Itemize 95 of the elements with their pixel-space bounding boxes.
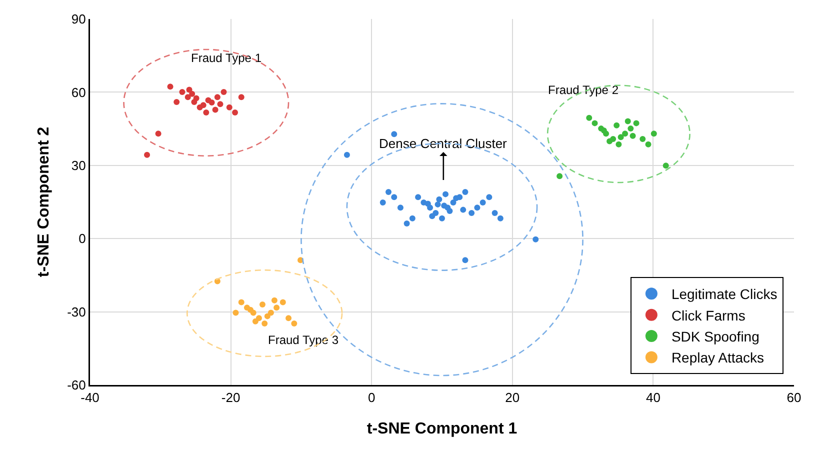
point (203, 109, 210, 116)
point (618, 134, 624, 140)
point (429, 213, 436, 220)
point (614, 122, 620, 128)
point (645, 141, 652, 148)
point (439, 215, 445, 222)
point (633, 120, 640, 126)
point (446, 208, 453, 214)
point (238, 299, 244, 306)
point (208, 99, 215, 106)
point (179, 88, 186, 95)
x-tick-label: 40 (646, 390, 660, 406)
legend-label: Click Farms (671, 307, 746, 324)
y-tick-label: -60 (67, 378, 86, 393)
point (606, 138, 613, 144)
annotation: Fraud Type 2 (548, 83, 619, 97)
point (586, 114, 592, 121)
point (480, 199, 486, 206)
annotation: Fraud Type 1 (191, 51, 262, 65)
point (616, 141, 622, 148)
x-tick-label: 20 (505, 390, 520, 406)
point (250, 310, 256, 316)
point (268, 310, 274, 316)
point (380, 199, 386, 206)
point (436, 196, 442, 202)
point (262, 320, 268, 327)
point (238, 94, 244, 100)
point (252, 318, 258, 324)
point (196, 104, 203, 110)
point (397, 204, 404, 211)
point (662, 162, 669, 169)
point (460, 206, 466, 213)
point (532, 236, 539, 242)
point (217, 101, 224, 108)
point (189, 90, 196, 97)
point (391, 131, 398, 138)
point (404, 220, 410, 226)
point (628, 126, 634, 132)
point (462, 257, 468, 264)
point (556, 173, 563, 180)
point (167, 84, 174, 90)
point (174, 98, 180, 105)
point (456, 194, 463, 200)
point (232, 310, 239, 316)
point (291, 320, 298, 327)
point (492, 210, 498, 216)
point (624, 118, 631, 124)
y-tick-label: 90 (71, 12, 86, 27)
point (344, 152, 350, 158)
point (386, 189, 392, 195)
point (622, 130, 628, 137)
y-tick-label: 0 (78, 231, 86, 246)
point (427, 204, 434, 211)
y-tick-label: 60 (71, 84, 86, 100)
legend-label: SDK Spoofing (671, 328, 760, 344)
point (214, 94, 220, 100)
point (462, 189, 468, 195)
point (497, 215, 504, 222)
point (409, 215, 416, 222)
point (212, 106, 218, 113)
y-tick-label: 30 (71, 158, 86, 173)
y-tick-label: -30 (67, 304, 86, 320)
point (191, 98, 198, 105)
point (155, 130, 162, 137)
point (442, 191, 449, 198)
point (274, 304, 280, 311)
point (144, 152, 150, 158)
point (650, 130, 657, 137)
point (434, 201, 441, 208)
point (259, 301, 266, 308)
point (226, 104, 232, 110)
point (468, 210, 475, 216)
point (232, 109, 238, 116)
legend-label: Legitimate Clicks (671, 286, 778, 302)
point (280, 299, 286, 306)
point (220, 88, 227, 95)
point (286, 315, 292, 322)
x-tick-label: 0 (368, 390, 376, 406)
point (415, 194, 422, 200)
x-tick-label: -20 (221, 390, 240, 406)
point (184, 94, 191, 100)
point (450, 199, 456, 206)
point (486, 194, 492, 200)
x-tick-label: -40 (80, 390, 100, 406)
point (391, 194, 398, 200)
x-tick-label: 60 (786, 390, 802, 406)
point (640, 136, 646, 142)
point (271, 297, 278, 304)
point (592, 120, 598, 126)
x-axis-title: t-SNE Component 1 (366, 420, 518, 438)
point (474, 204, 480, 211)
point (603, 130, 610, 137)
legend-label: Replay Attacks (671, 350, 764, 366)
y-axis-title: t-SNE Component 2 (35, 126, 52, 278)
point (630, 132, 636, 139)
